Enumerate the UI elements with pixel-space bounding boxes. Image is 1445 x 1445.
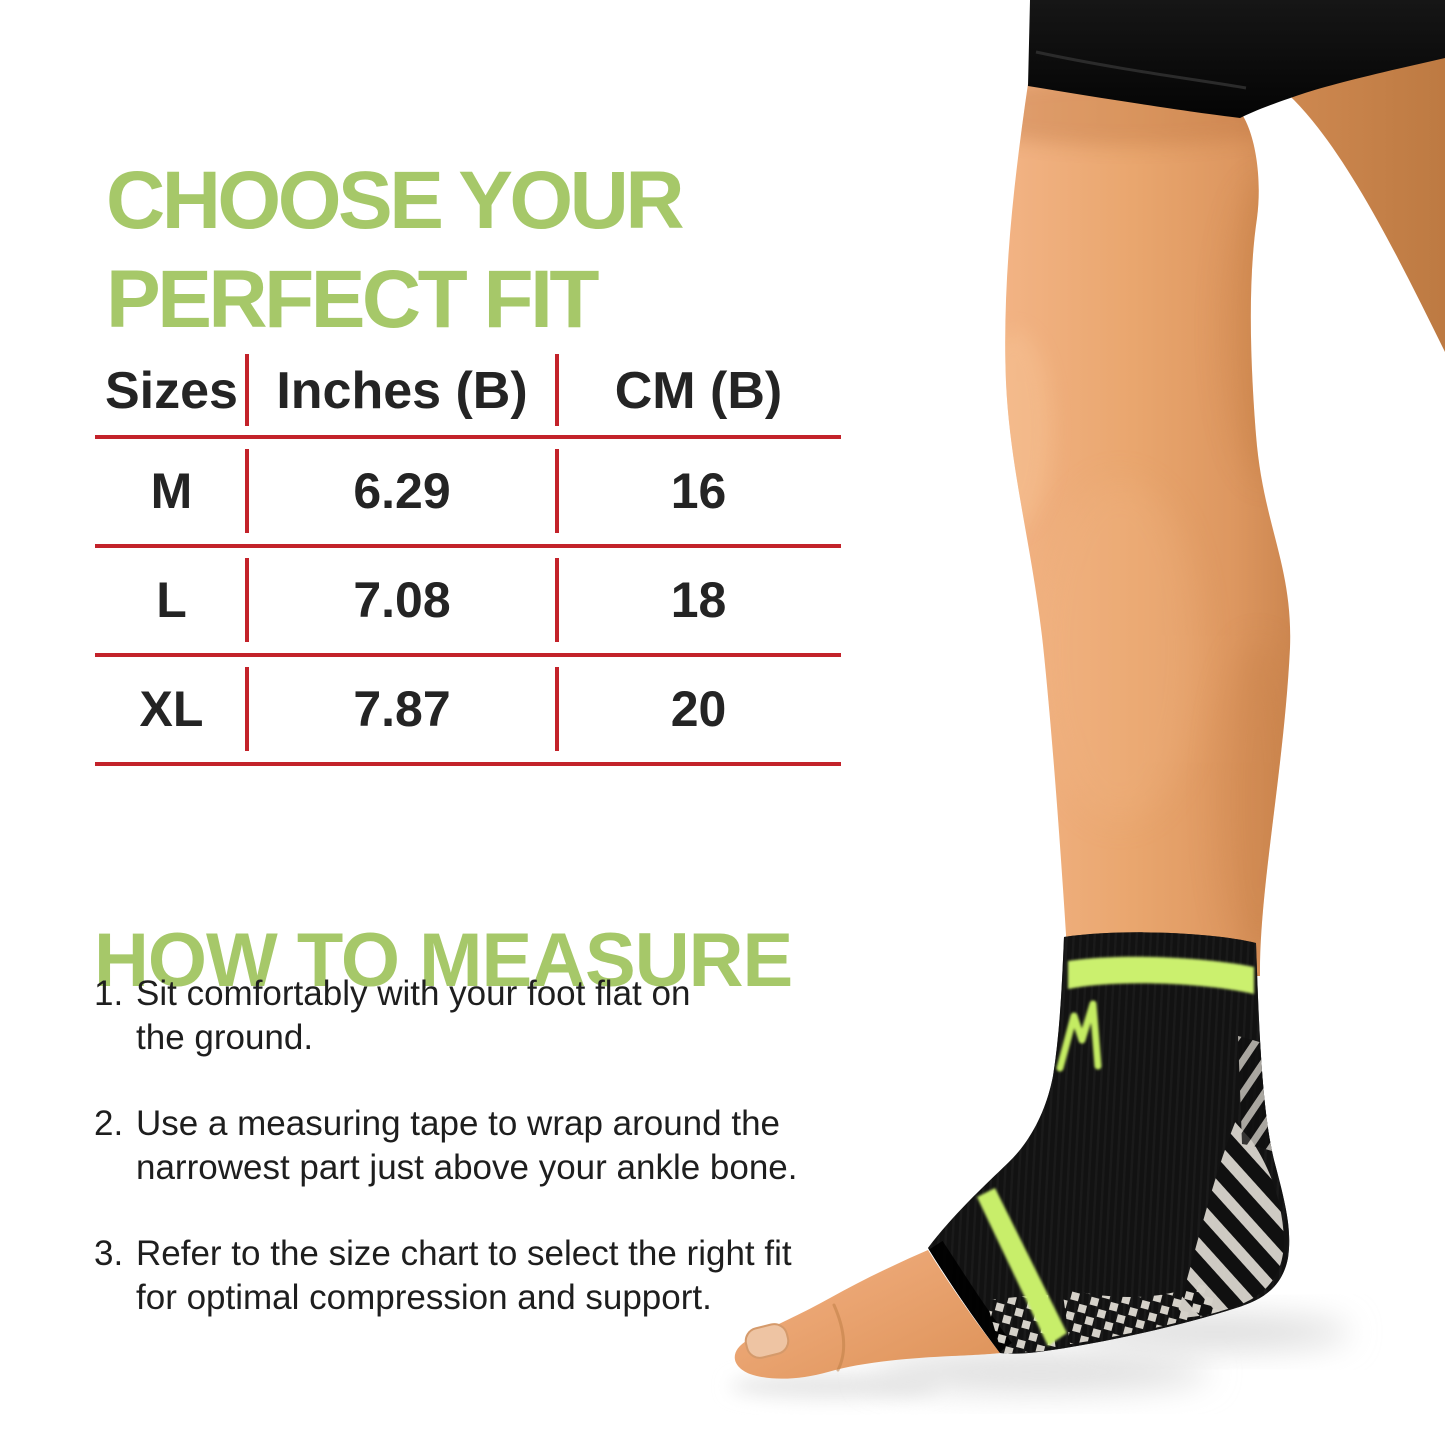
heel-stripes <box>1176 1120 1284 1318</box>
size-cell: L <box>156 572 187 628</box>
table-column-divider <box>245 667 249 751</box>
measure-step: 3. Refer to the size chart to select the… <box>94 1232 894 1320</box>
inches-cell: 7.08 <box>353 572 451 628</box>
green-instep-stripe <box>977 1188 1067 1346</box>
table-header-row: Sizes Inches (B) CM (B) <box>95 352 841 430</box>
toenail <box>744 1323 790 1359</box>
size-chart-table: Sizes Inches (B) CM (B) M 6.29 16 L 7.08… <box>95 352 841 768</box>
cm-cell: 16 <box>670 463 727 519</box>
ankle-sleeve <box>928 932 1290 1354</box>
inches-cell: 6.29 <box>353 463 451 519</box>
table-column-divider <box>555 667 559 751</box>
table-column-divider <box>245 354 249 426</box>
table-divider <box>95 653 841 657</box>
table-divider <box>95 435 841 439</box>
step-number: 3. <box>94 1234 124 1273</box>
measure-steps-list: 1. Sit comfortably with your foot flat o… <box>94 972 894 1362</box>
table-column-divider <box>245 558 249 642</box>
fit-title-line2: PERFECT FIT <box>106 253 599 345</box>
table-column-divider <box>245 449 249 533</box>
table-row: XL 7.87 20 <box>95 658 841 760</box>
toe-opening-cuff <box>928 1240 1012 1354</box>
fit-section-title: CHOOSE YOUR PERFECT FIT <box>106 151 685 349</box>
step-text: Refer to the size chart to select the ri… <box>136 1234 792 1317</box>
achilles-pattern <box>1238 1036 1290 1162</box>
table-column-divider <box>555 449 559 533</box>
step-text: Sit comfortably with your foot flat on t… <box>136 974 691 1057</box>
checker-grip-sole <box>1062 1282 1225 1344</box>
column-header-inches: Inches (B) <box>276 362 528 420</box>
step-text: Use a measuring tape to wrap around the … <box>136 1104 798 1187</box>
table-divider <box>95 544 841 548</box>
inches-cell: 7.87 <box>353 681 451 737</box>
green-top-band <box>1068 956 1254 994</box>
shorts <box>1028 0 1445 118</box>
fit-title-line1: CHOOSE YOUR <box>106 154 685 246</box>
size-cell: M <box>150 463 193 519</box>
table-column-divider <box>555 354 559 426</box>
table-column-divider <box>555 558 559 642</box>
step-number: 2. <box>94 1104 124 1143</box>
column-header-sizes: Sizes <box>105 362 238 420</box>
table-divider <box>95 762 841 766</box>
measure-step: 1. Sit comfortably with your foot flat o… <box>94 972 894 1060</box>
measure-step: 2. Use a measuring tape to wrap around t… <box>94 1102 894 1190</box>
foot-toes <box>734 1250 1000 1379</box>
brand-logo-icon <box>1056 1000 1102 1072</box>
column-header-cm: CM (B) <box>614 362 783 420</box>
measure-section-title: HOW TO MEASURE <box>94 918 793 1004</box>
step-number: 1. <box>94 974 124 1013</box>
table-row: L 7.08 18 <box>95 549 841 651</box>
cm-cell: 18 <box>670 572 727 628</box>
size-cell: XL <box>139 681 204 737</box>
table-row: M 6.29 16 <box>95 440 841 542</box>
cm-cell: 20 <box>670 681 727 737</box>
back-leg <box>1268 34 1445 352</box>
